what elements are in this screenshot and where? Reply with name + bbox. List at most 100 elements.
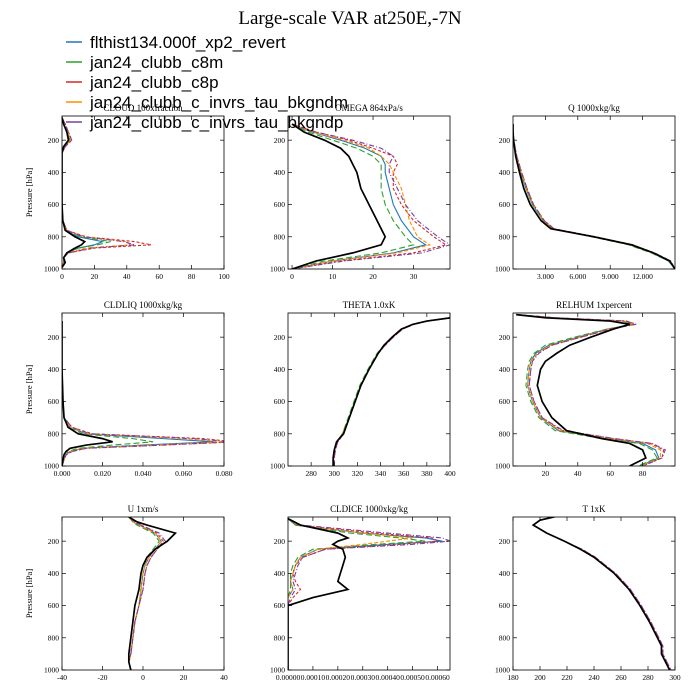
plot-frame	[61, 115, 225, 270]
plot-frame	[287, 312, 451, 467]
x-tick-label: 300	[329, 469, 341, 478]
reference-line	[332, 316, 450, 466]
y-tick-label: 600	[499, 397, 511, 406]
x-tick-label: 0.040	[135, 469, 152, 478]
x-tick-label: 0.00060	[425, 673, 450, 682]
y-tick-label: 1000	[270, 666, 285, 675]
series-line	[62, 117, 152, 268]
x-tick-label: 300	[669, 673, 681, 682]
series-line	[513, 124, 675, 269]
series-line	[513, 124, 675, 269]
y-tick-label: 1000	[270, 462, 285, 471]
y-axis-label: Pressure [hPa]	[24, 569, 34, 619]
x-tick-label: -40	[57, 673, 67, 682]
panel: 200 400 600 800 1000-40 -20 0 20 40 U 1xm/s Pressu…	[24, 504, 228, 682]
panel-title: CLDLIQ 1000xkg/kg	[104, 300, 183, 310]
y-tick-label: 800	[48, 232, 60, 241]
y-tick-label: 400	[48, 569, 60, 578]
y-tick-label: 1000	[495, 666, 510, 675]
series-line	[291, 123, 415, 269]
figure-title: Large-scale VAR at250E,-7N	[238, 8, 461, 29]
x-tick-label: 0.00010	[301, 673, 326, 682]
x-tick-label: 280	[306, 469, 318, 478]
x-tick-label: 240	[588, 673, 600, 682]
x-tick-label: 12.000	[632, 272, 653, 281]
plot-area	[62, 321, 224, 466]
y-tick-label: 600	[48, 601, 60, 610]
y-tick-label: 800	[48, 429, 60, 438]
x-tick-label: 20	[91, 272, 99, 281]
y-tick-label: 800	[48, 633, 60, 642]
x-tick-label: 280	[642, 673, 654, 682]
y-tick-label: 200	[274, 537, 286, 546]
x-tick-label: 40	[220, 673, 228, 682]
x-tick-label: 0.020	[94, 469, 111, 478]
plot-area	[513, 124, 675, 269]
x-tick-label: 0.060	[175, 469, 192, 478]
y-tick-label: 600	[274, 601, 286, 610]
panel-title: RELHUM 1xpercent	[556, 300, 632, 310]
x-tick-label: 0	[60, 272, 64, 281]
legend-label: jan24_clubb_c_invrs_tau_bkgndm	[89, 93, 348, 112]
y-tick-label: 800	[274, 633, 286, 642]
x-tick-label: 40	[574, 469, 582, 478]
x-tick-label: 0	[141, 673, 145, 682]
x-tick-label: 9.000	[602, 272, 619, 281]
panel-title: CLOUD 100xfraction	[103, 103, 183, 113]
series-line	[516, 314, 666, 466]
plot-frame	[287, 516, 451, 671]
series-line	[516, 314, 658, 466]
series-line	[513, 124, 675, 269]
y-axis-label: Pressure [hPa]	[24, 168, 34, 218]
series-line	[288, 518, 426, 670]
plot-area	[516, 313, 666, 466]
legend-entry: jan24_clubb_c_invrs_tau_bkgndm	[66, 93, 348, 112]
series-line	[333, 317, 450, 466]
x-tick-label: 200	[534, 673, 546, 682]
y-tick-label: 1000	[44, 265, 59, 274]
plot-area	[531, 517, 672, 670]
x-tick-label: 380	[421, 469, 433, 478]
x-tick-label: 360	[398, 469, 410, 478]
x-tick-label: 10	[329, 272, 337, 281]
legend-entry: jan24_clubb_c_invrs_tau_bkgndp	[66, 113, 343, 132]
panel-title: CLDICE 1000xkg/kg	[330, 504, 408, 514]
y-tick-label: 800	[499, 232, 511, 241]
plot-area	[291, 123, 450, 269]
x-tick-label: 0.080	[216, 469, 233, 478]
reference-line	[513, 124, 675, 269]
x-tick-label: 340	[375, 469, 387, 478]
y-tick-label: 200	[48, 333, 60, 342]
y-tick-label: 400	[48, 168, 60, 177]
series-line	[288, 518, 440, 670]
legend: flthist134.000f_xp2_revert jan24_clubb_c…	[66, 33, 348, 132]
legend-label: jan24_clubb_c8p	[89, 73, 219, 92]
reference-line	[127, 517, 178, 670]
panel-title: THETA 1.0xK	[343, 300, 396, 310]
x-tick-label: 20	[369, 272, 377, 281]
y-tick-label: 200	[499, 136, 511, 145]
legend-label: jan24_clubb_c_invrs_tau_bkgndp	[89, 113, 343, 132]
series-line	[291, 123, 432, 269]
reference-line	[291, 123, 387, 269]
y-tick-label: 400	[274, 365, 286, 374]
y-tick-label: 1000	[495, 265, 510, 274]
y-tick-label: 400	[499, 365, 511, 374]
y-tick-label: 400	[499, 168, 511, 177]
x-tick-label: 0.00040	[376, 673, 401, 682]
series-line	[128, 517, 162, 670]
y-tick-label: 1000	[270, 265, 285, 274]
panel: 200 400 600 800 1000 20 40 60 80 RELHUM 1xpercent	[495, 300, 676, 478]
y-tick-label: 1000	[44, 666, 59, 675]
x-tick-label: 80	[188, 272, 196, 281]
reference-line	[288, 517, 351, 670]
x-tick-label: 0.00050	[400, 673, 425, 682]
series-line	[332, 317, 450, 466]
x-tick-label: 0.000	[54, 469, 71, 478]
series-line	[291, 123, 450, 269]
